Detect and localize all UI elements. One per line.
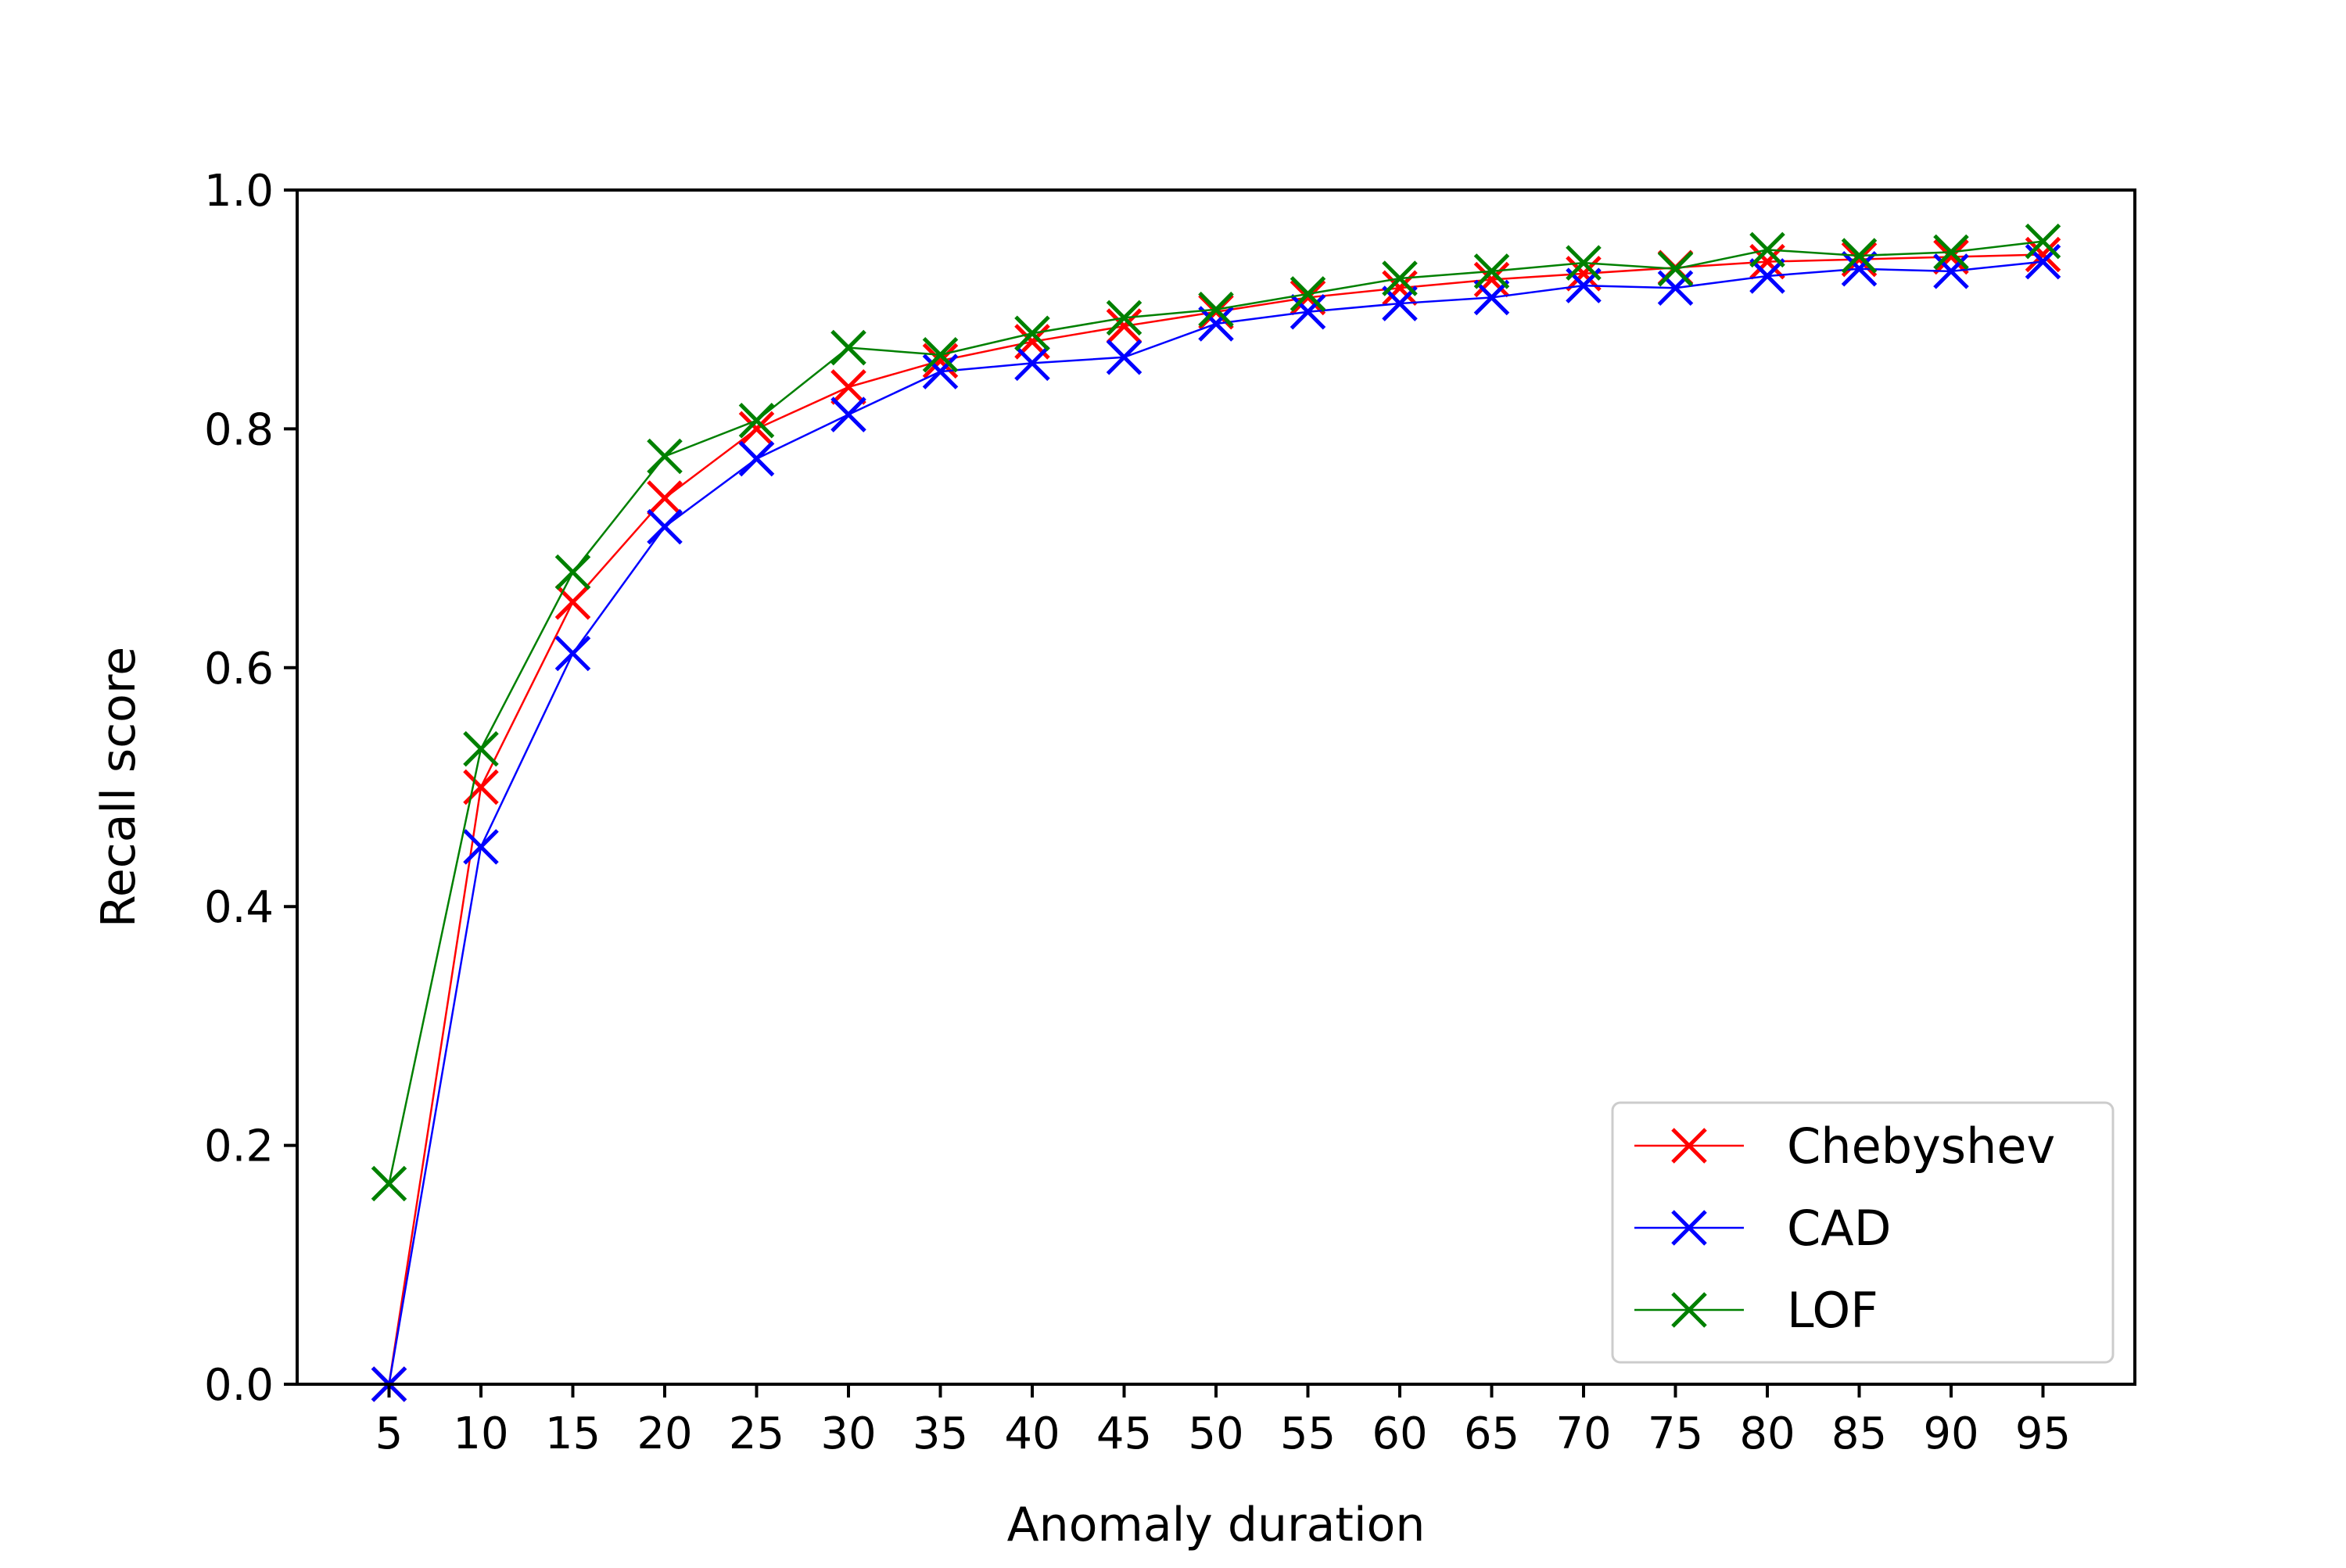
x-tick-label: 75: [1648, 1408, 1703, 1459]
x-tick-label: 45: [1096, 1408, 1152, 1459]
data-point-lof: [830, 329, 866, 366]
data-point-cad: [1106, 339, 1143, 375]
legend-box: [1611, 1101, 2115, 1364]
data-point-chebyshev: [1290, 279, 1326, 316]
data-point-cad: [463, 829, 499, 865]
data-point-cad: [1749, 258, 1785, 294]
data-point-lof: [371, 1165, 407, 1202]
legend-marker-chebyshev: [1671, 1128, 1707, 1164]
series-layer: [371, 223, 2061, 1402]
data-point-cad: [554, 635, 591, 672]
series-cad: [371, 243, 2061, 1402]
y-tick-label: 0.6: [204, 644, 274, 694]
x-tick-label: 65: [1464, 1408, 1519, 1459]
data-point-lof: [1749, 231, 1785, 268]
data-point-cad: [1933, 253, 1969, 289]
data-point-chebyshev: [647, 480, 683, 516]
legend-marker-cad: [1671, 1210, 1707, 1246]
x-tick-label: 55: [1280, 1408, 1336, 1459]
legend-marker-lof: [1671, 1292, 1707, 1328]
data-point-lof: [1841, 238, 1878, 274]
x-tick-label: 70: [1555, 1408, 1611, 1459]
x-axis: 5 10 15 20 25 30 35 40 45 50 55 60 65 70 75 80 85 90 95: [375, 1384, 2071, 1459]
x-axis-label: Anomaly duration: [1007, 1498, 1426, 1552]
x-tick-label: 20: [637, 1408, 692, 1459]
x-tick-label: 15: [545, 1408, 601, 1459]
x-tick-label: 35: [913, 1408, 968, 1459]
data-point-chebyshev: [922, 343, 959, 379]
x-tick-label: 95: [2015, 1408, 2071, 1459]
data-point-cad: [830, 396, 866, 432]
data-point-lof: [1014, 315, 1050, 352]
data-point-lof: [1657, 251, 1694, 287]
legend-label-chebyshev: Chebyshev: [1787, 1118, 2055, 1175]
x-tick-label: 50: [1188, 1408, 1243, 1459]
x-tick-label: 85: [1831, 1408, 1887, 1459]
data-point-lof: [1106, 300, 1143, 336]
data-point-lof: [1473, 253, 1510, 289]
data-point-lof: [1290, 276, 1326, 312]
y-axis-label: Recall score: [91, 647, 146, 928]
data-point-cad: [1382, 285, 1418, 321]
data-point-cad: [1841, 251, 1878, 287]
data-point-lof: [647, 438, 683, 475]
y-tick-label: 0.0: [204, 1360, 274, 1411]
data-point-chebyshev: [554, 584, 591, 620]
data-point-cad: [1290, 293, 1326, 330]
data-point-lof: [1382, 260, 1418, 296]
data-point-chebyshev: [738, 411, 775, 447]
data-point-lof: [2025, 223, 2061, 260]
data-point-cad: [1198, 306, 1234, 342]
data-point-lof: [1566, 245, 1602, 281]
data-point-chebyshev: [1473, 261, 1510, 298]
legend: Chebyshev CAD LOF: [1611, 1101, 2115, 1364]
data-point-cad: [738, 440, 775, 477]
data-point-cad: [1014, 345, 1050, 382]
y-axis: 0.0 0.2 0.4 0.6 0.8 1.0: [204, 166, 297, 1411]
data-point-cad: [922, 353, 959, 389]
data-point-cad: [1473, 279, 1510, 316]
data-point-chebyshev: [1106, 308, 1143, 344]
data-point-lof: [554, 554, 591, 590]
x-tick-label: 90: [1923, 1408, 1978, 1459]
y-tick-label: 1.0: [204, 166, 274, 217]
x-tick-label: 25: [729, 1408, 784, 1459]
data-point-chebyshev: [1933, 239, 1969, 275]
legend-label-lof: LOF: [1787, 1282, 1878, 1339]
x-tick-label: 80: [1739, 1408, 1795, 1459]
x-tick-label: 60: [1372, 1408, 1427, 1459]
legend-item-lof: LOF: [1634, 1282, 1878, 1339]
y-tick-label: 0.4: [204, 882, 274, 933]
data-point-lof: [1198, 291, 1234, 328]
data-point-lof: [922, 336, 959, 373]
x-tick-label: 5: [375, 1408, 404, 1459]
data-point-cad: [647, 508, 683, 545]
data-point-chebyshev: [830, 369, 866, 405]
x-tick-label: 10: [453, 1408, 508, 1459]
y-tick-label: 0.2: [204, 1121, 274, 1172]
x-tick-label: 30: [820, 1408, 876, 1459]
data-point-lof: [463, 730, 499, 767]
y-tick-label: 0.8: [204, 404, 274, 455]
data-point-lof: [738, 402, 775, 439]
legend-item-cad: CAD: [1634, 1200, 1891, 1257]
data-point-lof: [1933, 234, 1969, 271]
data-point-cad: [1657, 270, 1694, 306]
series-lof: [371, 223, 2061, 1202]
legend-label-cad: CAD: [1787, 1200, 1891, 1257]
legend-item-chebyshev: Chebyshev: [1634, 1118, 2055, 1175]
x-tick-label: 40: [1004, 1408, 1060, 1459]
